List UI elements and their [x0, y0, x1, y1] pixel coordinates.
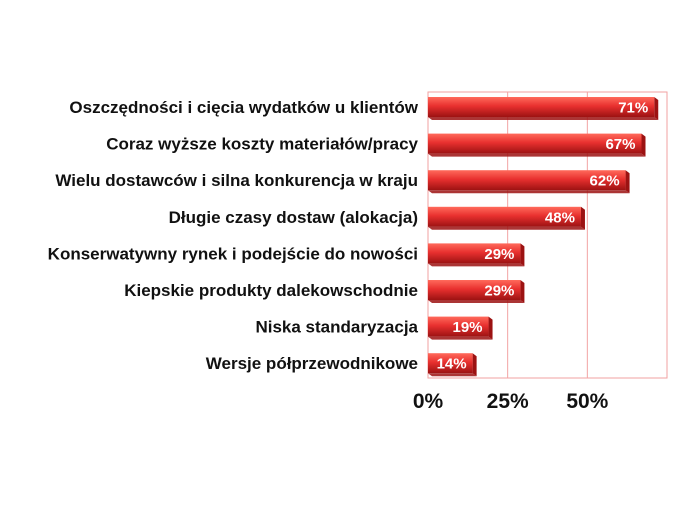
bar-bottom — [428, 117, 659, 120]
bar-group: 29% — [428, 280, 525, 303]
bar — [428, 133, 642, 154]
category-label: Niska standaryzacja — [255, 318, 418, 337]
bars-layer: 71% 67% 62% 48% 29% 29% 19% 14% — [428, 97, 659, 377]
bar — [428, 243, 521, 264]
bar-side — [488, 316, 493, 340]
bar-bottom — [428, 263, 525, 267]
x-tick-label: 25% — [487, 390, 529, 413]
category-label: Konserwatywny rynek i podejście do nowoś… — [48, 244, 418, 263]
category-label: Oszczędności i cięcia wydatków u klientó… — [69, 98, 418, 117]
bar-group: 67% — [428, 133, 646, 157]
bar — [428, 316, 489, 337]
bar-group: 14% — [428, 353, 477, 377]
category-label: Długie czasy dostaw (alokacja) — [169, 208, 418, 227]
bar-side — [520, 243, 525, 267]
bar-value-label: 62% — [590, 173, 620, 190]
bar-value-label: 14% — [437, 356, 467, 373]
bar-group: 71% — [428, 97, 659, 120]
bar — [428, 280, 521, 300]
bar-group: 48% — [428, 206, 585, 230]
bar-bottom — [428, 226, 585, 230]
bar-bottom — [428, 153, 646, 157]
bar — [428, 353, 473, 374]
bar-group: 29% — [428, 243, 525, 267]
plot-frame — [427, 91, 668, 379]
bar-side — [641, 133, 646, 157]
bar-bottom — [428, 373, 477, 377]
category-label: Wielu dostawców i silna konkurencja w kr… — [55, 171, 418, 190]
bar-group: 19% — [428, 316, 493, 340]
bar-value-label: 19% — [453, 319, 483, 336]
category-label: Kiepskie produkty dalekowschodnie — [124, 281, 418, 300]
category-label: Coraz wyższe koszty materiałów/pracy — [106, 135, 418, 154]
bar-value-label: 71% — [618, 100, 648, 117]
bar-value-label: 29% — [484, 246, 514, 263]
bar-bottom — [428, 336, 493, 340]
x-tick-label: 50% — [566, 390, 608, 413]
bar-bottom — [428, 300, 525, 303]
bar-side — [520, 280, 525, 303]
bar-bottom — [428, 190, 630, 194]
bar — [428, 170, 626, 191]
x-tick-label: 0% — [413, 390, 444, 413]
bar — [428, 97, 655, 117]
bar-side — [472, 353, 477, 377]
bar-value-label: 48% — [545, 209, 575, 226]
category-label: Wersje półprzewodnikowe — [206, 354, 418, 373]
bar — [428, 206, 581, 227]
bar-group: 62% — [428, 170, 630, 194]
category-labels: Oszczędności i cięcia wydatków u klientó… — [48, 98, 419, 373]
bar-value-label: 29% — [484, 283, 514, 300]
x-axis-ticks: 0% 25% 50% — [413, 390, 609, 413]
bar-side — [580, 206, 585, 230]
bar-side — [625, 170, 630, 194]
bar-side — [654, 97, 659, 120]
bar-value-label: 67% — [605, 136, 635, 153]
